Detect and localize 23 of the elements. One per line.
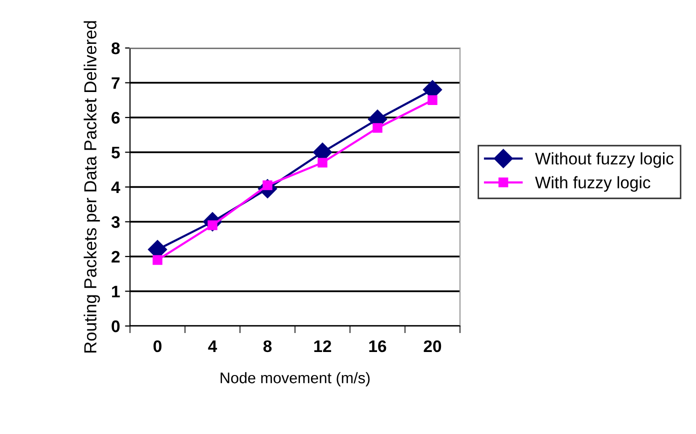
y-tick-label: 6 [112, 112, 120, 124]
y-tick-label: 3 [111, 216, 120, 228]
y-tick-label: 4 [111, 182, 120, 194]
y-tick-label: 8 [112, 42, 120, 54]
point [152, 255, 162, 265]
y-tick-label: 0 [112, 320, 120, 332]
y-tick-label: 2 [112, 250, 120, 263]
y-tick-label: 7 [112, 77, 120, 89]
x-axis-title: Node movement (m/s) [220, 372, 370, 386]
x-tick-label: 20 [424, 340, 442, 352]
y-tick-label: 1 [112, 286, 120, 298]
x-tick-label: 8 [263, 340, 272, 352]
x-tick-label: 12 [314, 340, 332, 352]
y-tick-label: 5 [112, 146, 120, 158]
y-axis-title: Routing Packets per Data Packet Delivered [84, 21, 100, 353]
point [318, 158, 328, 168]
legend-label: Without fuzzy logic [535, 152, 674, 168]
legend-label: With fuzzy logic [535, 176, 650, 192]
point [372, 123, 382, 133]
point [428, 95, 438, 105]
x-tick-label: 0 [154, 340, 162, 352]
x-tick-label: 4 [208, 340, 218, 352]
x-tick-label: 16 [369, 340, 386, 352]
